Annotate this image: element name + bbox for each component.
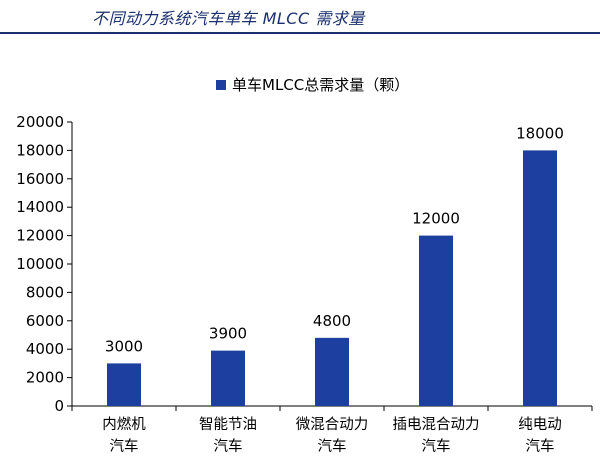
- category-label: 汽车: [526, 438, 555, 455]
- category-label: 汽车: [214, 438, 243, 455]
- bar: [315, 337, 349, 406]
- category-label: 智能节油: [199, 416, 257, 433]
- y-tick-label: 14000: [16, 198, 64, 216]
- category-label: 纯电动: [518, 416, 562, 433]
- data-label: 3900: [209, 325, 247, 343]
- bar: [419, 235, 453, 406]
- bar: [523, 150, 557, 406]
- y-tick-label: 12000: [16, 227, 64, 245]
- report-header: 不同动力系统汽车单车 MLCC 需求量: [0, 0, 600, 34]
- y-tick-label: 6000: [26, 312, 64, 330]
- chart-legend: 单车MLCC总需求量（颗）: [216, 76, 409, 94]
- bar: [211, 350, 245, 406]
- bar: [107, 363, 141, 406]
- category-label: 微混合动力: [296, 416, 369, 433]
- data-label: 12000: [412, 210, 460, 228]
- data-label: 3000: [105, 337, 143, 355]
- x-axis: [71, 405, 593, 411]
- y-tick-label: 8000: [26, 283, 64, 301]
- data-label: 18000: [516, 124, 564, 142]
- header-divider: [0, 32, 600, 34]
- y-axis: 0 2000 4000 6000 8000 10000 12000 14000 16000 180…: [16, 113, 73, 415]
- y-tick-label: 18000: [16, 141, 64, 159]
- category-label: 插电混合动力: [393, 416, 480, 433]
- category-label: 汽车: [318, 438, 347, 455]
- y-tick-label: 4000: [26, 340, 64, 358]
- data-label: 4800: [313, 312, 351, 330]
- y-tick-label: 20000: [16, 113, 64, 131]
- legend-swatch: [216, 80, 226, 90]
- category-label: 内燃机: [102, 415, 146, 433]
- y-tick-label: 0: [54, 397, 64, 415]
- y-tick-label: 10000: [16, 255, 64, 273]
- page-title: 不同动力系统汽车单车 MLCC 需求量: [92, 9, 365, 28]
- y-tick-label: 2000: [26, 369, 64, 387]
- bar-series: [107, 150, 557, 406]
- data-labels: 3000 3900 4800 12000 18000: [105, 124, 564, 355]
- category-label: 汽车: [422, 438, 451, 455]
- y-tick-label: 16000: [16, 170, 64, 188]
- category-label: 汽车: [110, 438, 139, 455]
- legend-label: 单车MLCC总需求量（颗）: [232, 76, 409, 94]
